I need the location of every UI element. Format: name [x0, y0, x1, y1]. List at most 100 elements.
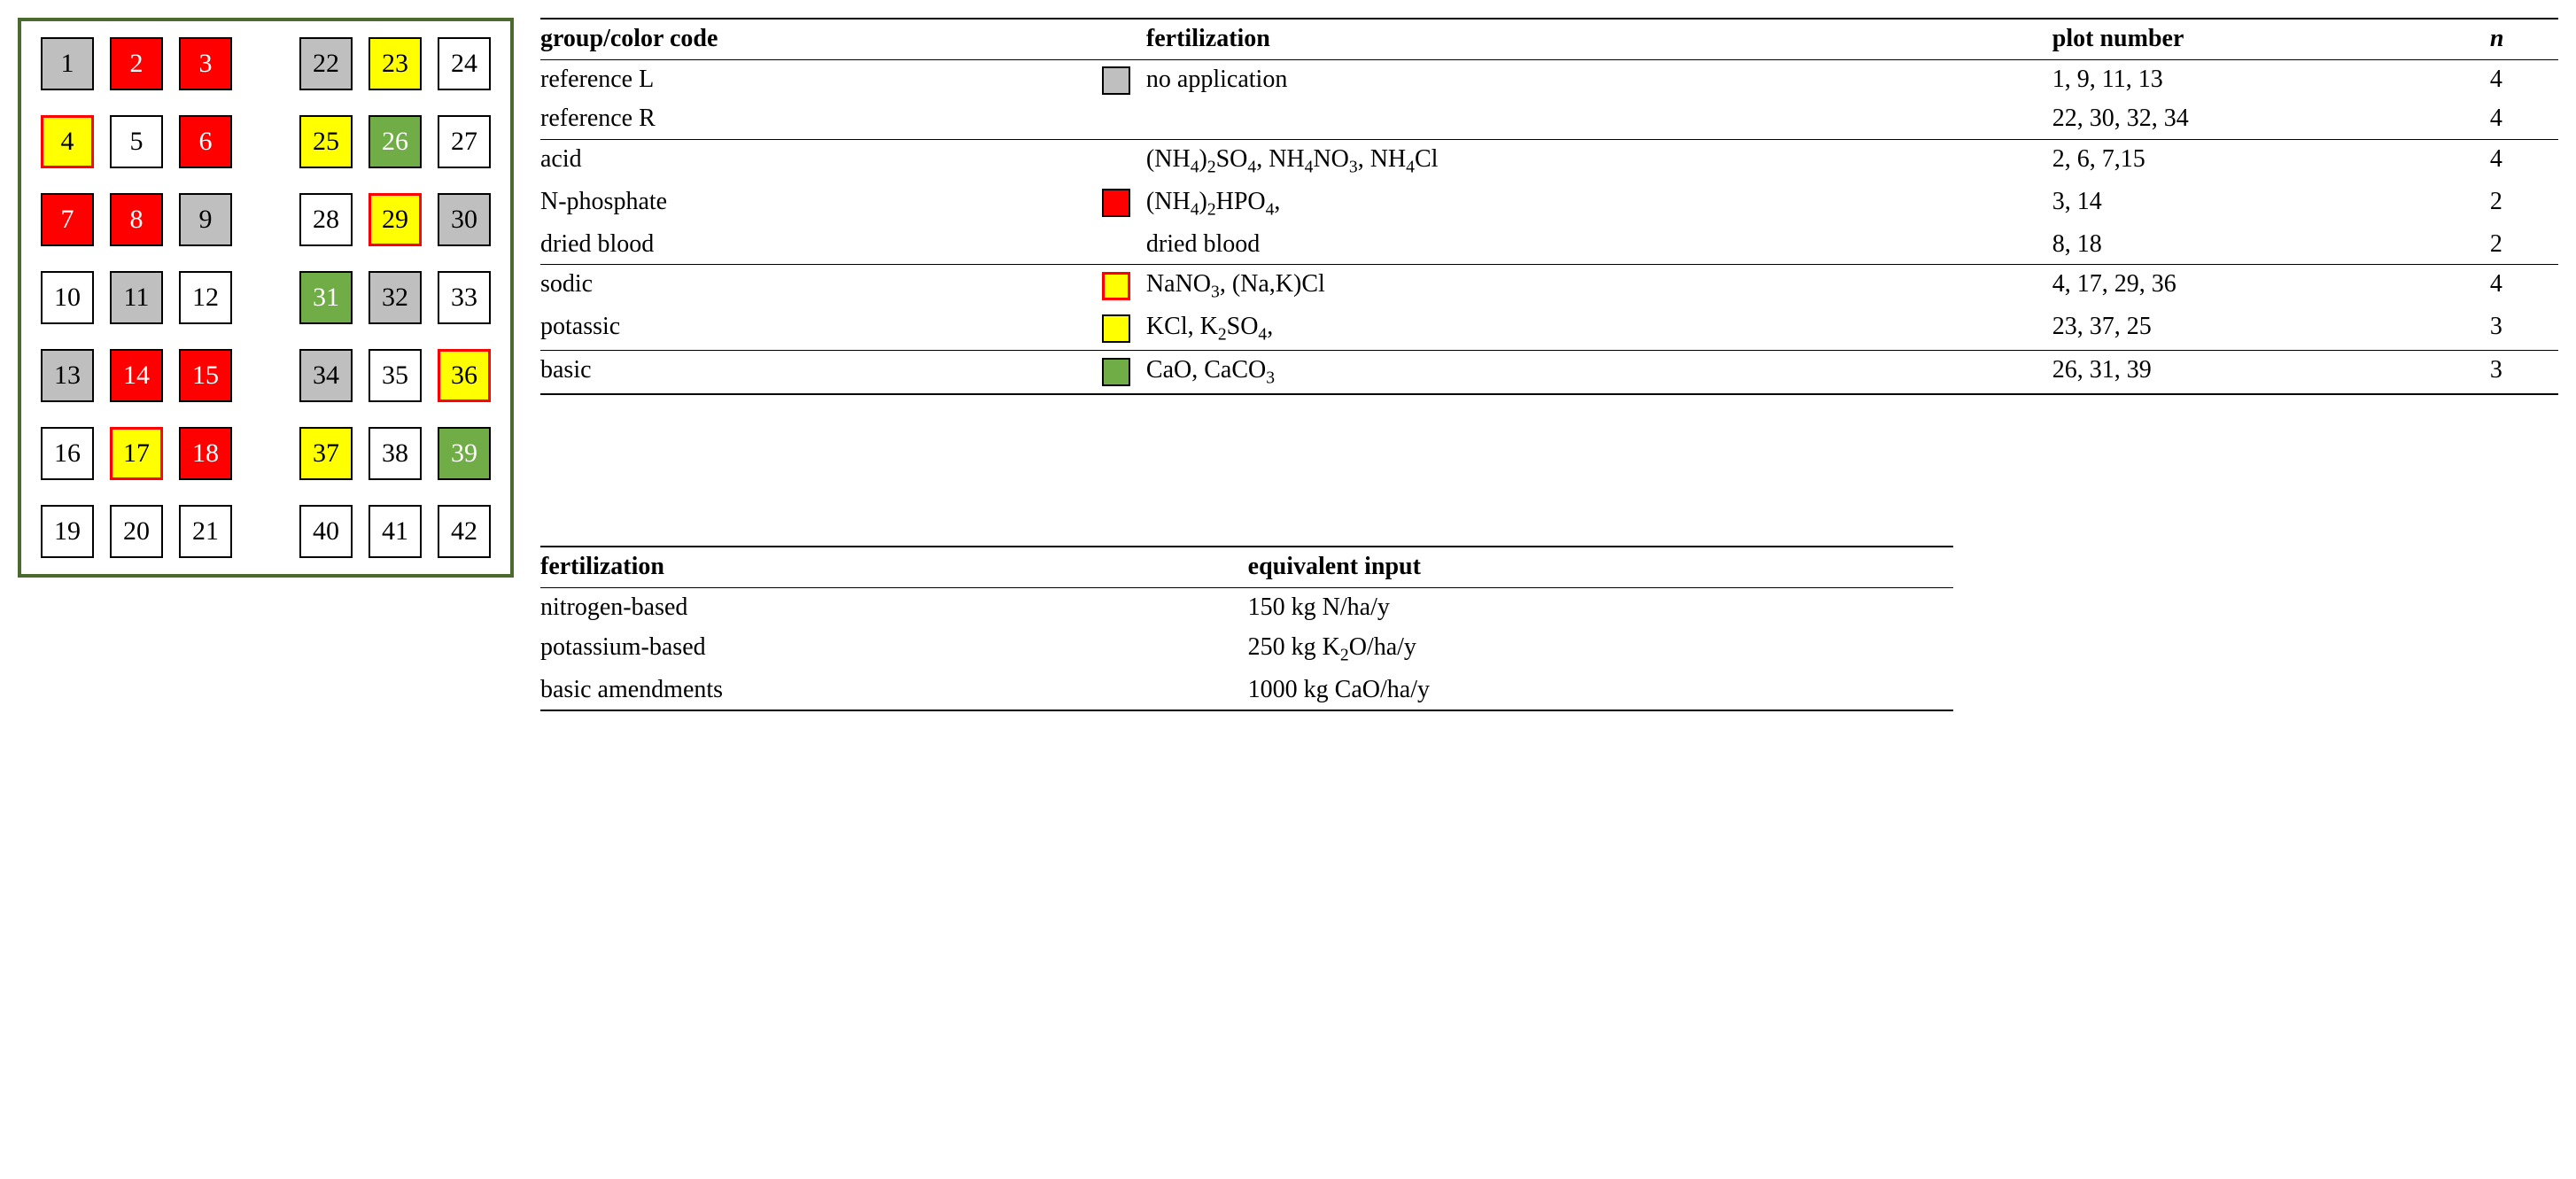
- plot-cell-39: 39: [438, 427, 491, 480]
- plot-cell-4: 4: [41, 115, 94, 168]
- legend-n: 4: [2490, 265, 2558, 308]
- legend-fertilization: CaO, CaCO3: [1146, 351, 2052, 395]
- plot-cell-15: 15: [179, 349, 232, 402]
- column-spacer: [248, 505, 283, 558]
- plot-cell-42: 42: [438, 505, 491, 558]
- input-table: fertilization equivalent input nitrogen-…: [540, 546, 1953, 711]
- legend-n: 2: [2490, 225, 2558, 265]
- legend-n: 3: [2490, 307, 2558, 351]
- plot-frame: 1232223244562526277892829301011123132331…: [18, 18, 514, 578]
- plot-cell-18: 18: [179, 427, 232, 480]
- legend-swatch-cell: [1102, 351, 1146, 395]
- legend-row: N-phosphate(NH4)2HPO4,3, 142: [540, 182, 2558, 225]
- plot-cell-34: 34: [299, 349, 353, 402]
- legend-fertilization: KCl, K2SO4,: [1146, 307, 2052, 351]
- legend-n: 4: [2490, 59, 2558, 99]
- plot-cell-7: 7: [41, 193, 94, 246]
- plot-cell-36: 36: [438, 349, 491, 402]
- legend-group: potassic: [540, 307, 1102, 351]
- tables-column: group/color code fertilization plot numb…: [540, 18, 2558, 711]
- legend-swatch-cell: [1102, 307, 1146, 351]
- plot-cell-26: 26: [369, 115, 422, 168]
- legend-row: reference R22, 30, 32, 344: [540, 99, 2558, 139]
- plot-cell-21: 21: [179, 505, 232, 558]
- plot-cell-8: 8: [110, 193, 163, 246]
- column-spacer: [248, 115, 283, 168]
- col-equivalent-input: equivalent input: [1248, 547, 1953, 587]
- legend-row: basicCaO, CaCO326, 31, 393: [540, 351, 2558, 395]
- col-group: group/color code: [540, 19, 1102, 59]
- legend-plots: 26, 31, 39: [2052, 351, 2490, 395]
- legend-plots: 1, 9, 11, 13: [2052, 59, 2490, 99]
- column-spacer: [248, 427, 283, 480]
- plot-cell-2: 2: [110, 37, 163, 90]
- legend-row: potassic KCl, K2SO4,23, 37, 253: [540, 307, 2558, 351]
- plot-cell-12: 12: [179, 271, 232, 324]
- plot-cell-17: 17: [110, 427, 163, 480]
- input-fertilization: basic amendments: [540, 671, 1248, 711]
- legend-group: acid: [540, 139, 1102, 182]
- plot-cell-37: 37: [299, 427, 353, 480]
- plot-cell-10: 10: [41, 271, 94, 324]
- legend-plots: 4, 17, 29, 36: [2052, 265, 2490, 308]
- legend-fertilization: (NH4)2SO4, NH4NO3, NH4Cl: [1146, 139, 2052, 182]
- col-fertilization: fertilization: [1146, 19, 2052, 59]
- legend-group: N-phosphate: [540, 182, 1102, 225]
- plot-row: 123222324: [41, 37, 491, 90]
- input-equivalent: 250 kg K2O/ha/y: [1248, 628, 1953, 671]
- legend-row: dried blooddried blood8, 182: [540, 225, 2558, 265]
- plot-cell-23: 23: [369, 37, 422, 90]
- plot-row: 789282930: [41, 193, 491, 246]
- legend-group: basic: [540, 351, 1102, 395]
- plot-cell-35: 35: [369, 349, 422, 402]
- legend-n: 2: [2490, 182, 2558, 225]
- plot-cell-9: 9: [179, 193, 232, 246]
- legend-fertilization: no application: [1146, 59, 2052, 99]
- plot-cell-33: 33: [438, 271, 491, 324]
- plot-cell-25: 25: [299, 115, 353, 168]
- legend-group: dried blood: [540, 225, 1102, 265]
- plot-cell-28: 28: [299, 193, 353, 246]
- legend-row: acid(NH4)2SO4, NH4NO3, NH4Cl2, 6, 7,154: [540, 139, 2558, 182]
- legend-plots: 23, 37, 25: [2052, 307, 2490, 351]
- plot-cell-1: 1: [41, 37, 94, 90]
- legend-group: reference R: [540, 99, 1102, 139]
- legend-plots: 3, 14: [2052, 182, 2490, 225]
- plot-cell-11: 11: [110, 271, 163, 324]
- plot-cell-31: 31: [299, 271, 353, 324]
- legend-swatch-cell: [1102, 182, 1146, 225]
- swatch-yellow-icon: [1102, 314, 1130, 343]
- column-spacer: [248, 37, 283, 90]
- legend-fertilization: NaNO3, (Na,K)Cl: [1146, 265, 2052, 308]
- column-spacer: [248, 349, 283, 402]
- legend-plots: 22, 30, 32, 34: [2052, 99, 2490, 139]
- legend-row: sodicNaNO3, (Na,K)Cl4, 17, 29, 364: [540, 265, 2558, 308]
- legend-plots: 8, 18: [2052, 225, 2490, 265]
- plot-cell-22: 22: [299, 37, 353, 90]
- plot-row: 192021404142: [41, 505, 491, 558]
- input-row: potassium-based250 kg K2O/ha/y: [540, 628, 1953, 671]
- plot-cell-41: 41: [369, 505, 422, 558]
- legend-table: group/color code fertilization plot numb…: [540, 18, 2558, 395]
- plot-cell-40: 40: [299, 505, 353, 558]
- plot-cell-3: 3: [179, 37, 232, 90]
- plot-cell-13: 13: [41, 349, 94, 402]
- col-n: n: [2490, 19, 2558, 59]
- legend-row: reference L no application1, 9, 11, 134: [540, 59, 2558, 99]
- swatch-red-icon: [1102, 189, 1130, 217]
- figure-wrap: 1232223244562526277892829301011123132331…: [18, 18, 2558, 711]
- plot-cell-24: 24: [438, 37, 491, 90]
- plot-cell-19: 19: [41, 505, 94, 558]
- input-fertilization: potassium-based: [540, 628, 1248, 671]
- column-spacer: [248, 193, 283, 246]
- legend-group: reference L: [540, 59, 1102, 99]
- legend-n: 4: [2490, 139, 2558, 182]
- plot-row: 161718373839: [41, 427, 491, 480]
- input-fertilization: nitrogen-based: [540, 587, 1248, 627]
- swatch-gray-icon: [1102, 66, 1130, 95]
- legend-fertilization: [1146, 99, 2052, 139]
- input-equivalent: 150 kg N/ha/y: [1248, 587, 1953, 627]
- col-swatch: [1102, 19, 1146, 59]
- plot-cell-38: 38: [369, 427, 422, 480]
- plot-row: 456252627: [41, 115, 491, 168]
